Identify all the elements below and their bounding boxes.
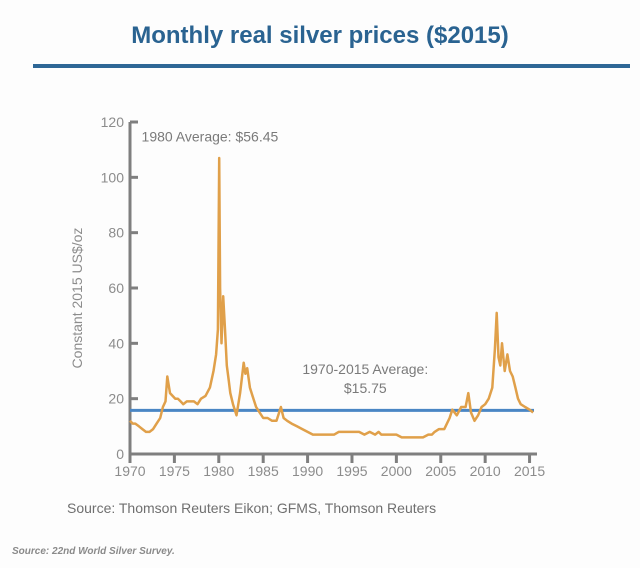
x-ticks: 1970 1975 1980 1985 1990 1995 2000 2005 2010 2015 (114, 454, 545, 479)
y-tick-label: 40 (108, 335, 124, 351)
y-tick-label: 0 (116, 446, 124, 462)
x-tick-label: 1990 (292, 463, 323, 479)
x-tick-label: 1970 (114, 463, 145, 479)
y-tick-label: 120 (101, 114, 125, 130)
y-tick-label: 100 (101, 169, 125, 185)
axes (128, 122, 537, 456)
annotation-label: 1980 Average: $56.45 (142, 128, 279, 144)
x-tick-label: 1995 (336, 463, 367, 479)
chart-title: Monthly real silver prices ($2015) (131, 22, 509, 49)
annotation-label: 1970-2015 Average: (302, 361, 428, 377)
x-tick-label: 1985 (248, 463, 279, 479)
x-tick-label: 1980 (203, 463, 234, 479)
y-ticks: 0 20 40 60 80 100 120 (101, 114, 138, 462)
x-tick-label: 2000 (381, 463, 412, 479)
title-divider (33, 64, 630, 68)
y-tick-label: 20 (108, 391, 124, 407)
series-group (129, 156, 534, 439)
y-axis-label: Constant 2015 US$/oz (69, 228, 85, 369)
x-tick-label: 2010 (470, 463, 501, 479)
footnote: Source: 22nd World Silver Survey. (12, 546, 175, 557)
price-line (129, 156, 534, 439)
annotations: 1980 Average: $56.45 1970-2015 Average: $1… (142, 128, 429, 396)
x-tick-label: 1975 (159, 463, 190, 479)
y-tick-label: 60 (108, 280, 124, 296)
annotation-label: $15.75 (344, 380, 387, 396)
x-tick-label: 2015 (514, 463, 545, 479)
x-tick-label: 2005 (425, 463, 456, 479)
y-tick-label: 80 (108, 225, 124, 241)
source-text: Source: Thomson Reuters Eikon; GFMS, Tho… (67, 500, 437, 516)
